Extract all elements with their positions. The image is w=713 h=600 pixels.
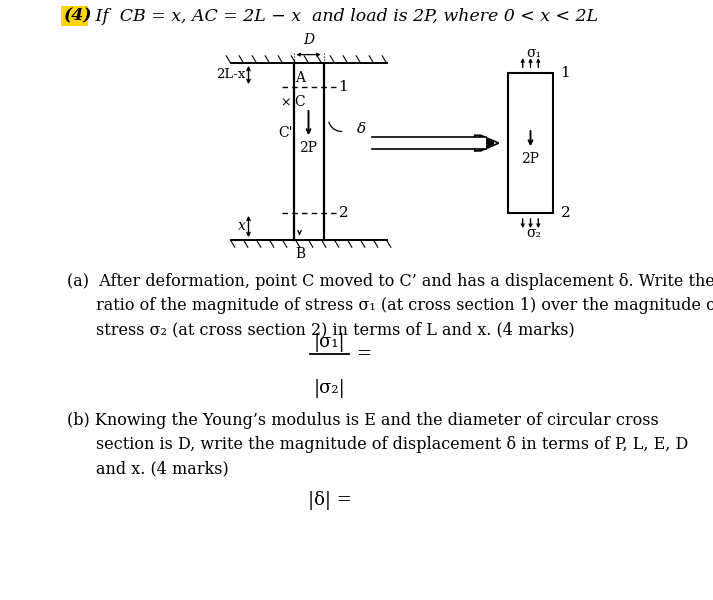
Text: |δ| =: |δ| = xyxy=(307,491,352,511)
Text: 2P: 2P xyxy=(299,141,317,155)
Text: 2: 2 xyxy=(339,206,348,220)
Text: 1: 1 xyxy=(560,66,570,80)
Text: |σ₂|: |σ₂| xyxy=(314,379,345,398)
Text: ×: × xyxy=(280,96,290,109)
Text: (4): (4) xyxy=(63,8,92,25)
Text: |σ₁|: |σ₁| xyxy=(314,333,345,352)
FancyBboxPatch shape xyxy=(61,6,88,26)
Text: B: B xyxy=(295,247,305,261)
Text: δ: δ xyxy=(356,122,366,136)
Text: C: C xyxy=(294,95,304,109)
Text: σ₁: σ₁ xyxy=(526,46,541,60)
Text: σ₂: σ₂ xyxy=(526,226,541,240)
Text: C': C' xyxy=(278,126,292,140)
Text: (b) Knowing the Young’s modulus is E and the diameter of circular cross: (b) Knowing the Young’s modulus is E and… xyxy=(67,412,659,429)
Text: section is D, write the magnitude of displacement δ in terms of P, L, E, D: section is D, write the magnitude of dis… xyxy=(96,436,688,453)
Polygon shape xyxy=(475,135,498,151)
Text: (a)  After deformation, point C moved to C’ and has a displacement δ. Write the: (a) After deformation, point C moved to … xyxy=(67,273,713,290)
Text: x: x xyxy=(237,220,245,233)
Text: =: = xyxy=(356,345,371,363)
Text: If  CB = x, AC = 2L − x  and load is 2P, where 0 < x < 2L: If CB = x, AC = 2L − x and load is 2P, w… xyxy=(90,8,597,25)
Text: ratio of the magnitude of stress σ₁ (at cross section 1) over the magnitude of: ratio of the magnitude of stress σ₁ (at … xyxy=(96,297,713,314)
Text: and x. (4 marks): and x. (4 marks) xyxy=(96,460,228,477)
Text: 2P: 2P xyxy=(521,152,540,166)
Bar xyxy=(508,73,553,213)
Text: A: A xyxy=(295,71,305,85)
Text: 2: 2 xyxy=(560,206,570,220)
Text: 1: 1 xyxy=(339,80,348,94)
Text: 2L-x: 2L-x xyxy=(216,68,245,82)
Text: stress σ₂ (at cross section 2) in terms of L and x. (4 marks): stress σ₂ (at cross section 2) in terms … xyxy=(96,321,574,338)
Text: D: D xyxy=(303,34,314,47)
